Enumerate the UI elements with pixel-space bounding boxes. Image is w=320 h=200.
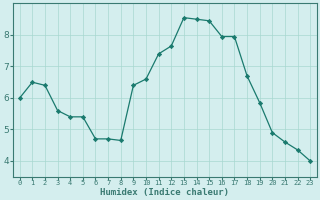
X-axis label: Humidex (Indice chaleur): Humidex (Indice chaleur) <box>100 188 229 197</box>
